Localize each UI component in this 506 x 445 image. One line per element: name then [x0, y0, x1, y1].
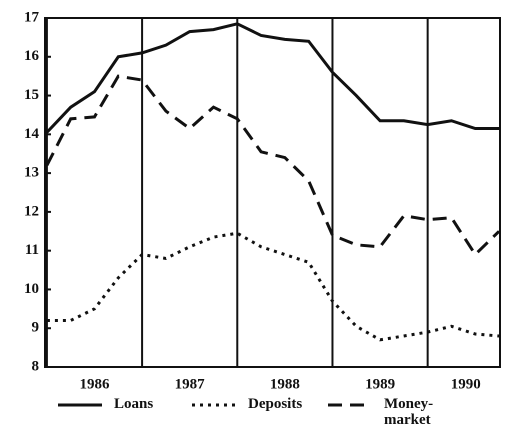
y-tick-label: 12 [24, 203, 39, 219]
legend-item: Deposits [192, 396, 302, 412]
legend-swatch [192, 403, 236, 407]
legend-item: Loans [58, 396, 153, 412]
legend-label: Deposits [248, 396, 303, 412]
legend-swatch [328, 403, 372, 407]
y-tick-label: 13 [24, 165, 39, 181]
series-line [45, 74, 501, 257]
chart: 8 9 10 11 12 13 14 15 16 17 1986 1987 1988 1989 1990 [24, 9, 501, 392]
y-tick-label: 9 [32, 320, 40, 336]
plot-frame [44, 17, 501, 368]
series-line [45, 22, 500, 134]
x-tick-label: 1986 [79, 376, 110, 392]
y-tick-label: 8 [32, 358, 40, 374]
x-tick-label: 1988 [270, 376, 300, 392]
y-tick-label: 16 [24, 48, 40, 64]
x-tick-label: 1987 [175, 376, 206, 392]
x-tick-label: 1990 [451, 376, 481, 392]
legend-label: Loans [114, 396, 154, 412]
y-tick-label: 15 [24, 87, 39, 103]
legend: Loans Deposits Money-market [0, 396, 506, 445]
y-tick-label: 10 [24, 281, 39, 297]
series-line [46, 231, 500, 342]
y-tick-label: 17 [24, 9, 40, 25]
x-tick-label: 1989 [365, 376, 395, 392]
legend-swatch [58, 403, 102, 407]
y-tick-label: 11 [25, 242, 39, 258]
legend-item: Money-market [328, 396, 446, 428]
y-tick-label: 14 [24, 126, 40, 142]
legend-label: Money-market [384, 396, 434, 428]
